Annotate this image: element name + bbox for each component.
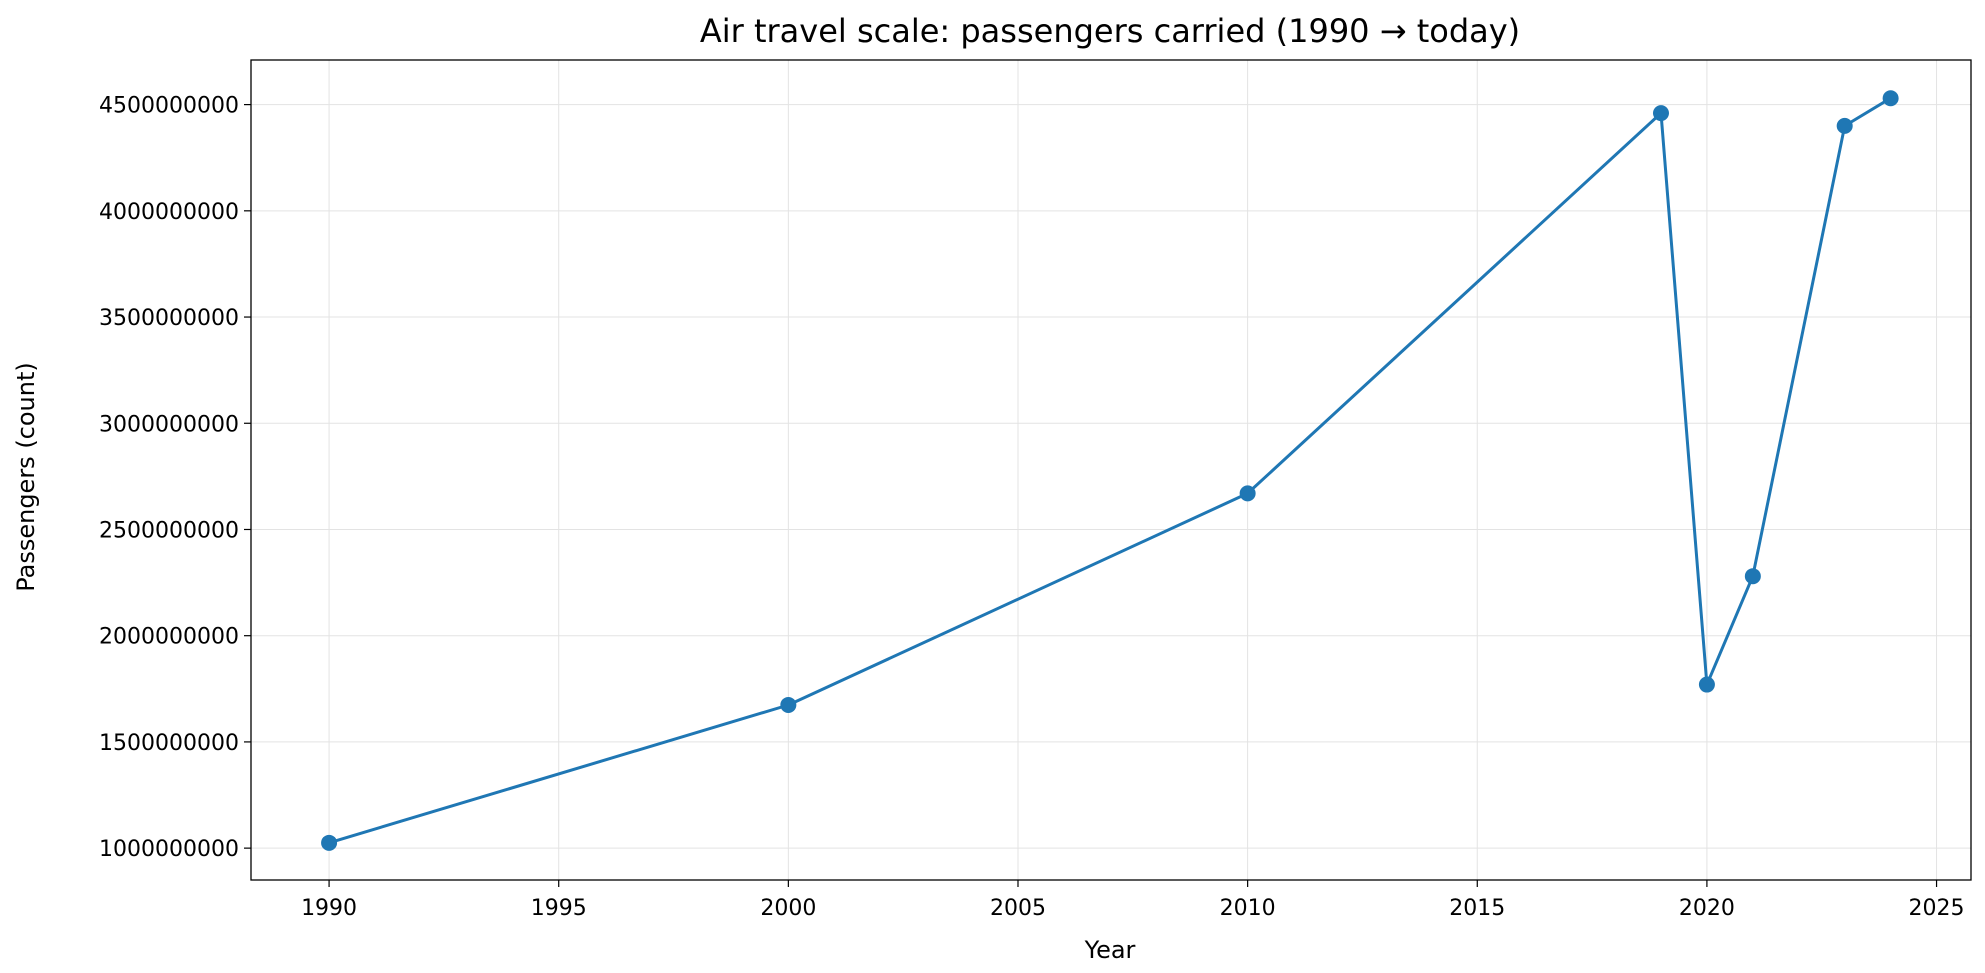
grid-lines — [251, 60, 1971, 880]
plot-area-frame — [250, 59, 1972, 881]
y-tick-label: 4000000000 — [99, 200, 239, 225]
y-tick-label: 1500000000 — [99, 731, 239, 756]
x-tick-label: 2025 — [1909, 896, 1965, 921]
y-tick-label: 2000000000 — [99, 625, 239, 650]
data-point — [1652, 105, 1669, 122]
y-tick-label: 4500000000 — [99, 94, 239, 119]
data-point — [1698, 676, 1715, 693]
data-point — [780, 696, 797, 713]
x-tick-label: 2015 — [1449, 896, 1505, 921]
y-tick-label: 3000000000 — [99, 412, 239, 437]
y-axis-label: Passengers (count) — [12, 362, 40, 592]
chart-title: Air travel scale: passengers carried (19… — [700, 12, 1520, 50]
x-tick-label: 2020 — [1679, 896, 1735, 921]
data-point — [1836, 117, 1853, 134]
data-point — [321, 834, 338, 851]
data-point — [1882, 90, 1899, 107]
x-tick-label: 2010 — [1220, 896, 1276, 921]
series-passengers — [321, 90, 1899, 851]
x-tick-label: 1990 — [301, 896, 357, 921]
x-axis-label: Year — [1084, 936, 1136, 964]
x-tick-label: 2005 — [990, 896, 1046, 921]
data-point — [1239, 485, 1256, 502]
y-tick-label: 3500000000 — [99, 306, 239, 331]
series-line — [328, 96, 1892, 845]
x-tick-label: 1995 — [531, 896, 587, 921]
y-tick-label: 1000000000 — [99, 837, 239, 862]
data-point — [1744, 568, 1761, 585]
x-tick-label: 2000 — [760, 896, 816, 921]
y-tick-label: 2500000000 — [99, 518, 239, 543]
axis-ticks: 1990 1995 2000 2005 2010 2015 2020 2025 10000000… — [99, 94, 1965, 921]
